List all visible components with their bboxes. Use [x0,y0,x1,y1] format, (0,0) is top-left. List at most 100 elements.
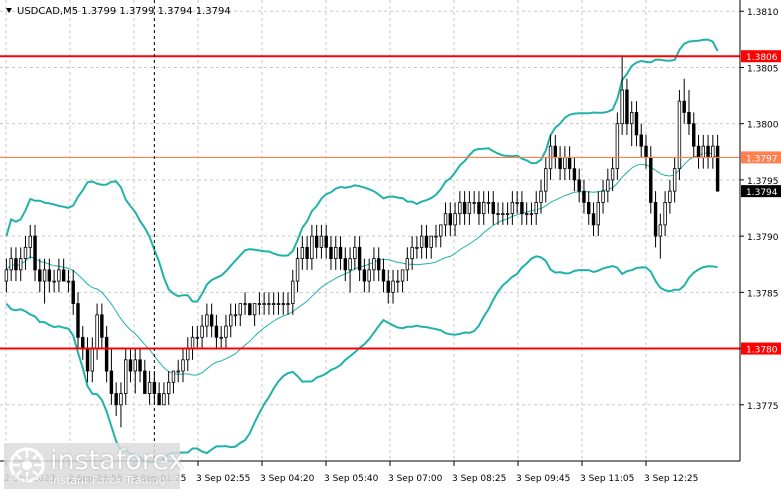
candle-body [348,258,352,271]
candle-body [486,201,491,204]
level-price-tag-label: 1.3780 [746,346,778,356]
candle [391,269,395,304]
candle-body [629,112,634,125]
candle [61,258,66,282]
candle-body [606,179,610,192]
candle [515,191,519,214]
candle-body [515,201,519,204]
candle-body [286,303,290,305]
candle [219,326,223,349]
candle [133,348,137,394]
level-price-tag [741,342,781,355]
candle-body [200,325,204,338]
candle [606,168,610,203]
candle-body [682,100,686,113]
candle [147,371,152,405]
instaforex-logo-icon [9,447,45,483]
candle [544,157,548,203]
candle-body [539,190,543,203]
candle [610,157,615,192]
candle [100,303,104,349]
candle [276,292,281,315]
candle [529,202,534,225]
candle-body [524,213,529,216]
candle [577,168,581,203]
candle-body [90,348,95,372]
candle [434,224,438,248]
candle [443,202,448,237]
candle-body [625,89,629,125]
candle [343,247,348,282]
candle-body [448,213,453,226]
brand-name: instaforex [50,445,185,476]
candle-body [639,134,643,147]
bollinger-middle-line [6,152,718,376]
candle [615,112,620,180]
candle [281,292,285,315]
candle-body [229,314,233,327]
candle-body [343,258,348,271]
candle-body [405,258,410,271]
candle [477,191,481,225]
candle-body [300,246,305,260]
candle-body [381,269,386,282]
candle [372,247,376,282]
time-tick-label: 3 Sep 09:45 [516,474,570,484]
candle-body [372,258,376,271]
horizontal-levels[interactable] [0,55,740,350]
chart-header[interactable]: USDCAD,M5 1.3799 1.3799 1.3794 1.3794 [6,6,231,17]
candle-body [453,213,457,226]
candle-body [329,246,333,260]
price-tick-label: 1.3790 [747,233,779,243]
bollinger-upper-line [5,38,719,303]
candle [634,101,639,147]
candle-body [587,201,591,215]
candle-body [692,123,696,147]
candle-body [157,393,161,406]
candle-body [186,348,190,361]
candle-body [462,201,467,215]
time-tick-label: 3 Sep 05:40 [324,474,379,484]
candle-body [305,246,309,260]
candle-body [190,336,195,349]
candle [104,326,109,383]
candle-body [66,280,71,283]
candle [152,371,157,405]
candle-body [18,258,23,271]
candle-body [534,201,538,215]
time-tick-label: 3 Sep 02:55 [196,474,250,484]
candle [367,258,371,293]
candle-body [38,269,42,282]
candle [405,247,410,282]
candle-body [458,201,462,215]
price-axis-panel [740,0,781,489]
candle [252,303,257,327]
dropdown-triangle-icon[interactable] [6,8,12,13]
candle-body [353,246,357,260]
candle-body [124,359,128,394]
candle [467,191,472,225]
candle-body [257,303,262,305]
candle-body [496,213,500,216]
candle-body [701,145,706,158]
candle [243,292,247,315]
candle [663,191,667,237]
candle [472,191,476,214]
candle [625,78,629,135]
candle-body [33,235,37,271]
level-price-tag [741,50,781,63]
candle [214,314,219,349]
candle-body [443,213,448,226]
candle-body [14,258,18,271]
price-tick-label: 1.3805 [747,64,779,74]
current-price-tag [741,185,781,198]
candle-body [291,280,295,304]
candle [410,236,414,270]
candle [238,303,242,327]
candle-body [553,145,558,158]
candle [109,348,114,405]
candle [539,179,543,214]
candle-body [324,235,328,248]
